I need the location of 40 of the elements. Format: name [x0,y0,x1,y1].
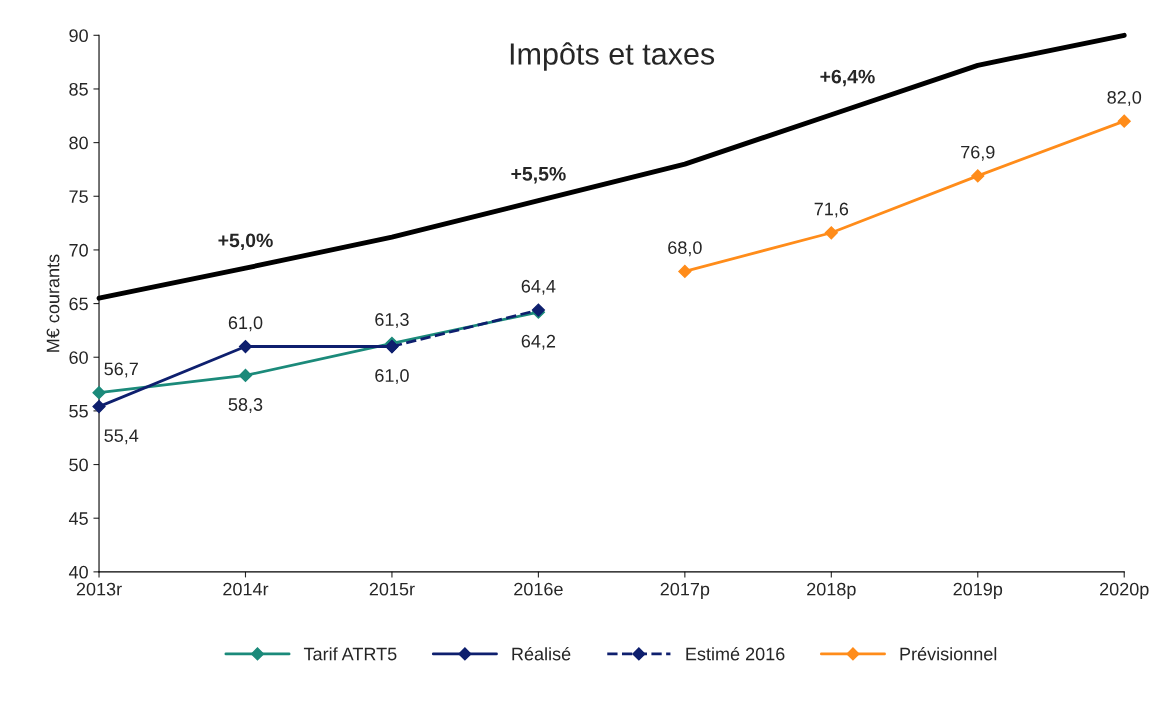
y-tick-label: 40 [68,565,88,579]
y-tick-label: 90 [69,29,88,43]
annotation: +5,0% [218,233,273,251]
x-tick-label: 2017p [660,582,710,600]
annotation: +6,4% [820,69,875,87]
legend-label: Réalisé [512,646,571,661]
legend-label: Estimé 2016 [686,646,785,661]
data-label: 68,0 [668,241,702,257]
data-label: 64,2 [521,334,556,350]
x-tick-label: 2019p [953,582,1003,600]
chart-title: Impôts et taxes [510,42,715,71]
data-label: 58,3 [228,398,263,414]
data-label: 61,0 [228,316,263,332]
x-tick-label: 2020p [1100,582,1149,600]
legend-label: Tarif ATRT5 [303,647,397,661]
data-label: 82,0 [1107,90,1142,106]
legend-label: Prévisionnel [900,646,997,661]
data-label: 61,0 [375,369,409,385]
annotation: +5,5% [511,166,566,184]
y-tick-label: 45 [68,512,88,525]
data-label: 55,4 [104,429,139,445]
y-axis-title: M€ courants [46,254,60,352]
x-tick-label: 2016e [514,582,563,596]
data-label: 56,7 [104,362,138,378]
data-label: 61,3 [375,313,409,329]
y-tick-label: 65 [69,297,88,311]
data-label: 64,4 [521,279,556,295]
data-label: 71,6 [814,202,849,218]
y-tick-label: 85 [69,82,88,96]
y-tick-label: 60 [69,351,88,364]
x-tick-label: 2014r [223,582,269,596]
y-tick-label: 80 [69,136,88,150]
y-tick-label: 50 [69,458,88,472]
x-tick-label: 2018p [807,582,856,600]
y-tick-label: 55 [69,405,88,418]
x-tick-label: 2013r [76,582,122,596]
y-tick-label: 70 [69,243,88,257]
y-tick-label: 75 [69,190,88,203]
data-label: 76,9 [961,145,995,161]
x-tick-label: 2015r [369,582,415,596]
